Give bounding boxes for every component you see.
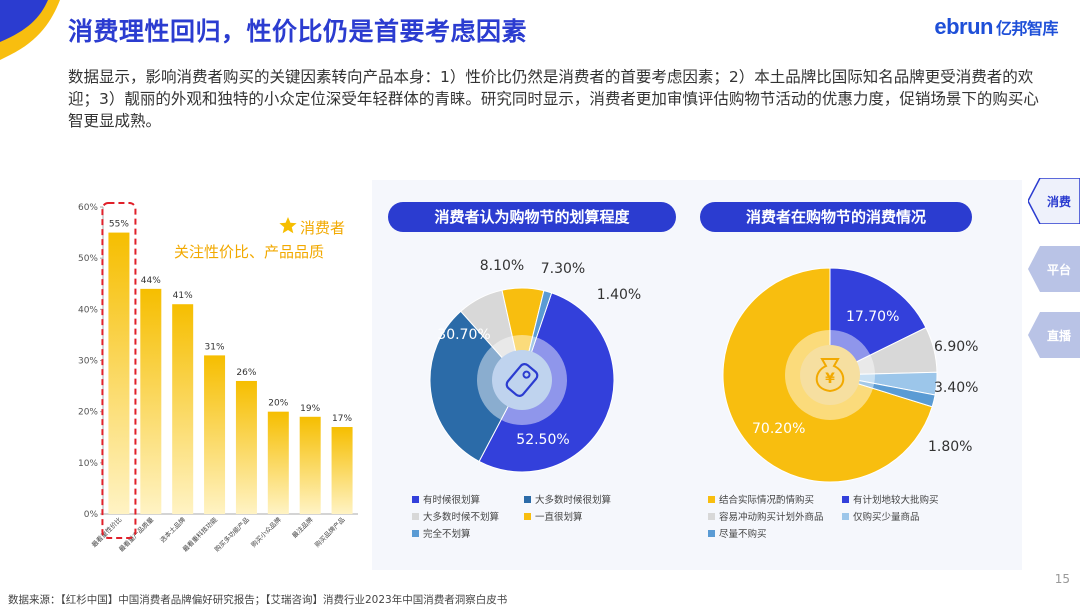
legend-swatch — [524, 513, 531, 520]
annotation-line1: 消费者 — [300, 219, 345, 237]
pie-slice-label: 17.70% — [846, 309, 899, 325]
page-title: 消费理性回归，性价比仍是首要考虑因素 — [68, 17, 528, 46]
legend-swatch — [524, 496, 531, 503]
x-tick-label: 购买小众品牌 — [249, 515, 283, 549]
bar-value-label: 31% — [205, 342, 225, 352]
corner-decoration — [0, 0, 60, 60]
legend-label: 结合实际情况酌情购买 — [719, 494, 814, 506]
legend-label: 仅购买少量商品 — [853, 511, 920, 523]
data-source: 数据来源：【红杉中国】中国消费者品牌偏好研究报告；【艾瑞咨询】消费行业2023年… — [8, 594, 508, 606]
tab-platform[interactable]: 平台 — [1028, 246, 1080, 292]
legend-label: 完全不划算 — [423, 528, 471, 540]
tab-livestream-label: 直播 — [1046, 328, 1071, 343]
bar-chart: 0%10%20%30%40%50%60%55%最看重性价比44%最看重产品质量4… — [78, 202, 358, 554]
tab-consumption-label: 消费 — [1046, 194, 1071, 209]
x-tick-label: 购买品牌产品 — [313, 515, 347, 549]
highlight-box — [101, 202, 137, 539]
y-tick-label: 0% — [84, 510, 99, 520]
bar-value-label: 44% — [141, 276, 161, 286]
y-tick-label: 30% — [78, 357, 98, 367]
legend-label: 尽量不购买 — [719, 528, 767, 540]
legend-swatch — [412, 496, 419, 503]
pie-slice-label: 52.50% — [516, 432, 569, 448]
x-tick-label: 选本土品牌 — [158, 515, 188, 545]
money-bag-icon: ¥ — [815, 358, 845, 393]
legend-label: 大多数时候不划算 — [423, 511, 499, 523]
pie-slice — [829, 267, 927, 376]
brand-logo: ebrun 亿邦智库 — [934, 14, 1058, 40]
bag-outline — [815, 358, 845, 393]
bar — [267, 411, 289, 514]
pie-chart-value-perception: 消费者认为购物节的划算程度 52.50% 30.70% 8.10% 7.30% 1.40%… — [388, 202, 676, 540]
legend-swatch — [842, 496, 849, 503]
charts-area: 0%10%20%30%40%50%60%55%最看重性价比44%最看重产品质量4… — [78, 180, 1022, 570]
logo-en: ebrun — [934, 14, 993, 39]
tag-hole — [522, 370, 531, 379]
legend-label: 有计划地较大批购买 — [853, 494, 939, 506]
pie-slice — [429, 310, 523, 463]
price-tag-icon — [505, 363, 539, 397]
currency-symbol: ¥ — [825, 371, 835, 387]
pie-center-disc — [492, 350, 552, 410]
bar — [204, 355, 226, 514]
pie-slice-label: 70.20% — [752, 421, 805, 437]
legend-swatch — [708, 513, 715, 520]
bar — [172, 304, 194, 514]
bar-value-label: 41% — [173, 291, 193, 301]
tab-platform-label: 平台 — [1046, 262, 1071, 277]
tag-outline — [505, 363, 539, 397]
bar-value-label: 17% — [332, 414, 352, 424]
legend-label: 容易冲动购买计划外商品 — [719, 511, 824, 523]
pie-title-pill — [700, 202, 972, 232]
pie-title: 消费者认为购物节的划算程度 — [434, 208, 630, 226]
pie-slice-label: 7.30% — [541, 261, 585, 277]
pie-center-disc — [800, 345, 860, 405]
bar — [299, 416, 321, 514]
page-number: 15 — [1054, 572, 1070, 586]
bar-value-label: 26% — [236, 368, 256, 378]
pie-slice-label: 1.40% — [597, 287, 641, 303]
y-tick-label: 60% — [78, 203, 98, 213]
annotation-line2: 关注性价比、产品品质 — [174, 243, 324, 261]
y-tick-label: 50% — [78, 254, 98, 264]
y-tick-label: 40% — [78, 305, 98, 315]
pie-title: 消费者在购物节的消费情况 — [746, 208, 926, 226]
star-icon — [279, 217, 297, 234]
bar-value-label: 19% — [300, 404, 320, 414]
y-tick-label: 10% — [78, 459, 98, 469]
x-tick-label: 最注品牌 — [290, 515, 315, 540]
intro-paragraph: 数据显示，影响消费者购买的关键因素转向产品本身：1）性价比仍然是消费者的首要考虑… — [68, 68, 1039, 130]
tab-livestream[interactable]: 直播 — [1028, 312, 1080, 358]
pie-title-pill — [388, 202, 676, 232]
logo-cn: 亿邦智库 — [995, 19, 1059, 38]
bar — [108, 232, 130, 514]
pie-slice-label: 8.10% — [480, 258, 524, 274]
legend-label: 一直很划算 — [535, 511, 583, 523]
pie-slice-label: 6.90% — [934, 339, 978, 355]
legend-swatch — [412, 530, 419, 537]
legend-swatch — [842, 513, 849, 520]
legend-label: 大多数时候很划算 — [535, 494, 611, 506]
pie-slice-label: 30.70% — [437, 327, 490, 343]
bar-value-label: 55% — [109, 220, 129, 230]
legend-swatch — [412, 513, 419, 520]
pie-slice-label: 3.40% — [934, 380, 978, 396]
legend-label: 有时候很划算 — [423, 494, 480, 506]
pie-chart-spending-behavior: 消费者在购物节的消费情况 ¥70.20% 17.70% 6.90% 3.40% 1.80%… — [700, 202, 978, 540]
bar — [140, 288, 162, 514]
bar — [331, 427, 353, 514]
bar-value-label: 20% — [268, 399, 288, 409]
legend-swatch — [708, 530, 715, 537]
bar — [235, 380, 257, 514]
pie-slice-label: 1.80% — [928, 439, 972, 455]
legend-swatch — [708, 496, 715, 503]
tab-consumption[interactable]: 消费 — [1028, 178, 1080, 224]
y-tick-label: 20% — [78, 408, 98, 418]
